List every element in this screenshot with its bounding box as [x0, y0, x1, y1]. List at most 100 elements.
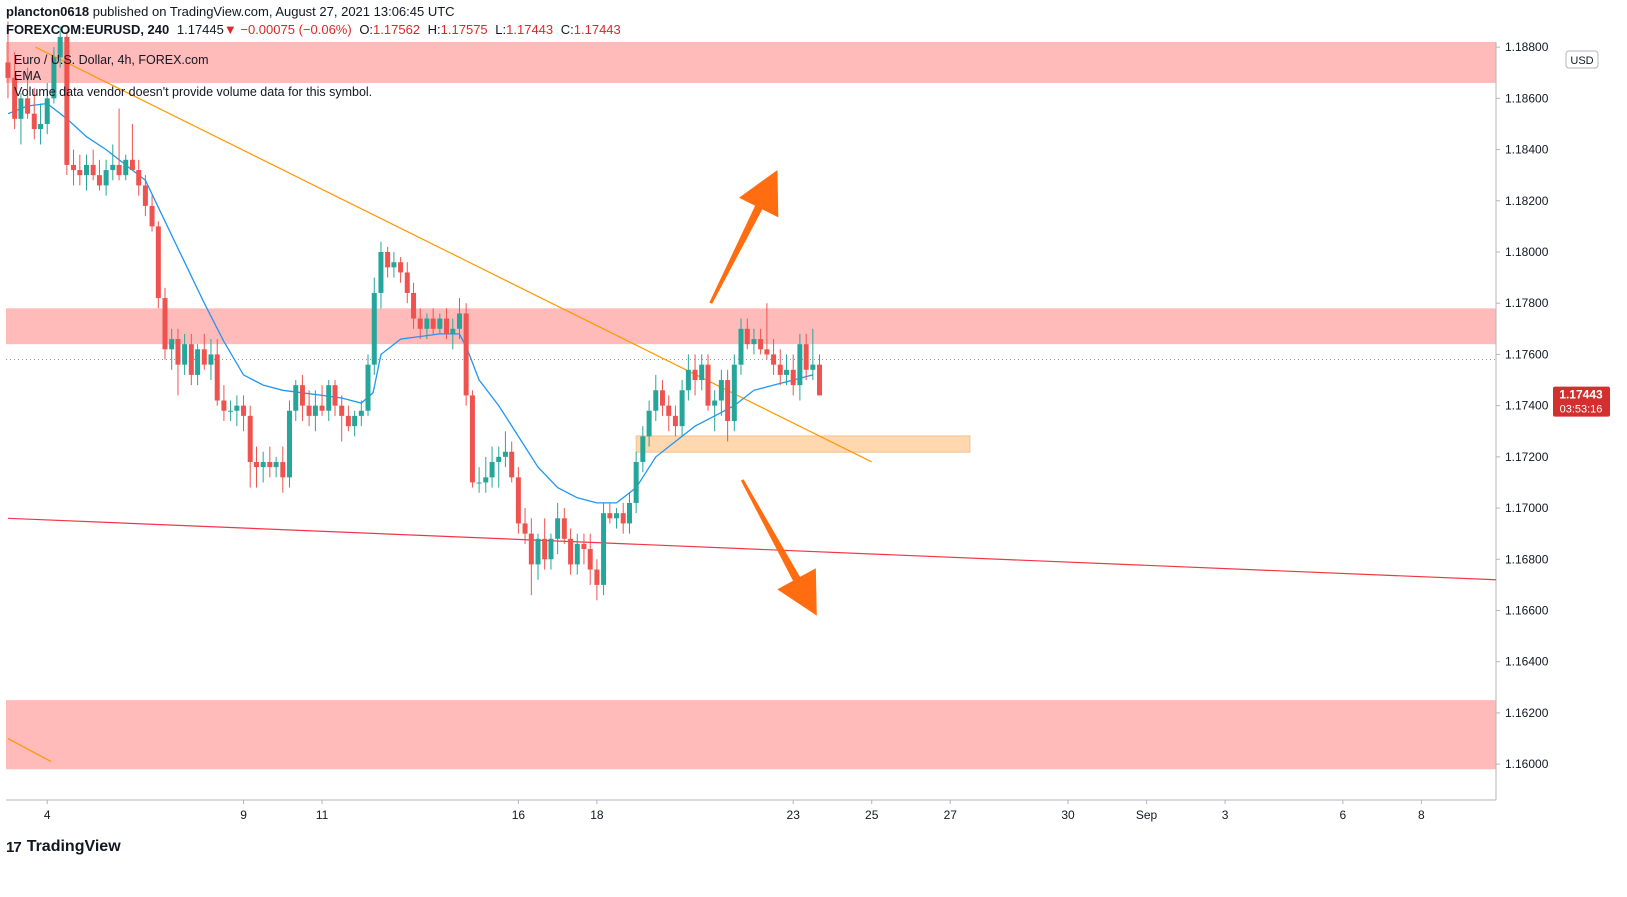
y-tick-label: 1.17600	[1505, 347, 1549, 361]
price-change: −0.00075 (−0.06%)	[240, 22, 352, 37]
candle-45	[299, 374, 305, 421]
candle-body	[699, 364, 705, 381]
x-tick-label: 25	[865, 808, 879, 822]
small-zone	[635, 435, 971, 453]
high-value: 1.17575	[440, 22, 488, 37]
candle-body	[574, 543, 580, 565]
price-axis[interactable]: 1.16000 1.16200 1.16400 1.16600 1.16800 1.170…	[1496, 40, 1549, 771]
candle-body	[25, 98, 31, 114]
candle-9	[64, 31, 70, 176]
candle-97	[640, 426, 646, 473]
candle-122	[803, 333, 809, 381]
x-tick-label: 18	[590, 808, 604, 822]
trendline-0	[35, 46, 872, 463]
candle-54	[358, 400, 364, 427]
candle-body	[528, 533, 534, 565]
candle-body	[129, 159, 135, 171]
y-tick-label: 1.16400	[1505, 655, 1549, 669]
candle-47	[312, 390, 318, 432]
x-tick-label: 9	[240, 808, 247, 822]
currency-badge[interactable]: USD	[1565, 50, 1599, 69]
candle-42	[280, 446, 286, 493]
current-price-label: 1.17443 03:53:16	[1553, 386, 1610, 417]
candle-26	[175, 328, 181, 396]
candle-123	[810, 328, 816, 381]
candle-body	[751, 339, 757, 345]
candle-46	[306, 390, 312, 427]
author-name[interactable]: plancton0618	[6, 4, 90, 19]
candle-56	[371, 277, 377, 375]
legend-ema[interactable]: EMA	[14, 69, 42, 83]
candle-body	[718, 380, 724, 401]
zone-2	[6, 700, 1496, 770]
candle-body	[561, 518, 567, 539]
candle-body	[5, 62, 11, 78]
candle-body	[777, 364, 783, 375]
candle-71	[469, 390, 475, 488]
candle-body	[771, 354, 777, 365]
candle-body	[456, 313, 462, 329]
time-axis[interactable]: 4 9 11 16 18 23 25 27 30 Sep 3 6 8	[44, 800, 1425, 822]
candle-body	[568, 538, 574, 565]
candle-body	[555, 518, 561, 539]
candle-34	[228, 400, 234, 421]
candle-body	[679, 390, 685, 427]
down-arrow-icon: ▼	[223, 22, 237, 37]
candle-30	[201, 333, 207, 370]
candle-body	[790, 369, 796, 386]
low-label: L:	[495, 22, 507, 37]
candle-106	[699, 354, 705, 391]
candle-body	[548, 538, 554, 560]
candle-body	[286, 410, 292, 478]
candle-15	[103, 159, 109, 196]
candle-63	[417, 308, 423, 340]
candle-73	[483, 456, 489, 493]
symbol-label[interactable]: FOREXCOM:EURUSD, 240	[6, 22, 170, 37]
candle-body	[640, 436, 646, 462]
candle-body	[352, 415, 358, 427]
candle-50	[332, 380, 338, 416]
candle-body	[398, 262, 404, 273]
candle-body	[666, 405, 672, 416]
candle-body	[371, 292, 377, 365]
candle-body	[502, 451, 508, 457]
current-price-value: 1.17443	[1559, 388, 1603, 402]
y-tick-label: 1.16600	[1505, 604, 1549, 618]
candle-body	[228, 410, 234, 412]
candle-body	[214, 354, 220, 401]
candle-52	[345, 405, 351, 432]
tv-logo-icon: 17	[6, 838, 22, 856]
candle-124	[817, 354, 823, 396]
legend-title[interactable]: Euro / U.S. Dollar, 4h, FOREX.com	[14, 53, 209, 67]
ema-polyline	[7, 102, 813, 504]
candle-body	[817, 364, 823, 396]
candle-body	[587, 549, 593, 570]
candle-body	[319, 405, 325, 411]
candle-body	[430, 318, 436, 329]
open-label: O:	[359, 22, 374, 37]
candle-76	[502, 431, 508, 468]
candle-13	[90, 149, 96, 181]
candle-body	[646, 410, 652, 437]
candle-84	[555, 502, 561, 555]
candle-65	[430, 308, 436, 334]
candle-74	[489, 446, 495, 488]
arrow-up-icon	[709, 170, 779, 304]
open-value: 1.17562	[373, 22, 421, 37]
candle-body	[241, 405, 247, 416]
candle-48	[319, 385, 325, 416]
candle-108	[712, 390, 718, 432]
candle-body	[758, 339, 764, 350]
candle-body	[44, 98, 50, 124]
candle-43	[286, 400, 292, 488]
x-tick-label: Sep	[1136, 808, 1158, 822]
tradingview-branding[interactable]: 17 TradingView	[6, 838, 121, 856]
candle-81	[535, 533, 541, 580]
candle-body	[182, 344, 188, 365]
candle-14	[96, 159, 102, 191]
candle-body	[738, 328, 744, 365]
x-tick-label: 23	[787, 808, 801, 822]
trendlines	[7, 46, 1497, 763]
candle-20	[136, 159, 142, 196]
